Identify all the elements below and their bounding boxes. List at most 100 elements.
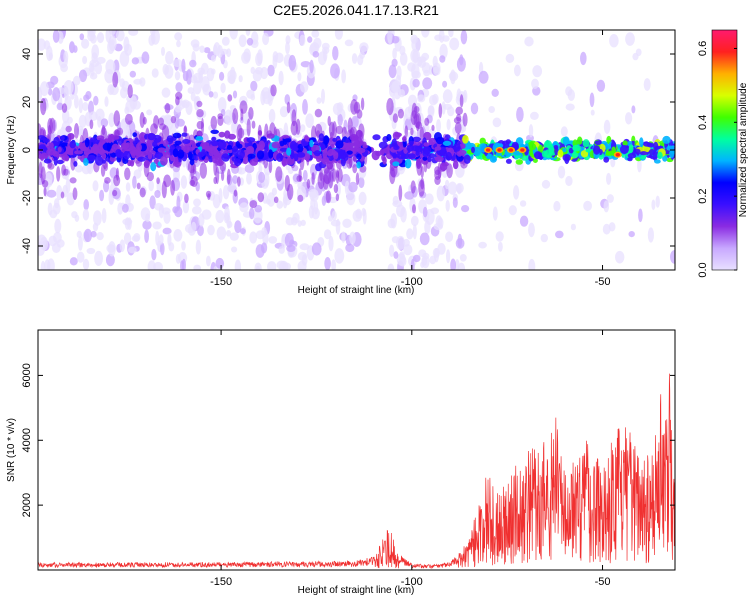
spectrogram-x-ticks: -150 -100 -50: [210, 30, 610, 288]
colorbar-tick-label: 0.6: [697, 41, 709, 56]
spectrogram-blob: [113, 174, 121, 187]
spectrogram-blob: [193, 154, 199, 161]
spectrogram-blob: [189, 179, 196, 186]
spectrogram-blob: [203, 47, 211, 54]
spectrogram-blob: [60, 136, 65, 141]
spectrogram-blob: [436, 185, 445, 202]
spectrogram-blob: [250, 93, 256, 101]
spectrogram-blob: [46, 189, 57, 198]
spectrogram-blob: [421, 30, 430, 38]
spectrogram-blob: [603, 119, 611, 134]
spectrogram-blob: [231, 246, 238, 253]
colorbar-tick-label: 0.2: [697, 189, 709, 204]
spectrogram-blob: [217, 139, 227, 150]
spectrogram-blob: [324, 257, 331, 270]
spectrogram-blob: [52, 151, 60, 157]
spectrogram-blob: [410, 258, 415, 270]
spectrogram-blob: [154, 151, 163, 160]
spectrogram-blob: [441, 101, 446, 115]
spectrogram-blob: [232, 90, 238, 99]
spectrogram-blob: [181, 58, 186, 73]
spectrogram-blob: [335, 125, 344, 135]
spectrogram-blob: [657, 151, 663, 160]
spectrogram-blob: [176, 40, 181, 48]
spectrogram-blob: [181, 99, 190, 109]
spectrogram-blob: [332, 46, 339, 61]
spectrogram-blob: [412, 136, 421, 142]
spectrogram-blob: [386, 98, 394, 116]
spectrogram-blob: [215, 257, 225, 269]
spectrogram-blob: [332, 137, 338, 142]
spectrogram-blob: [456, 113, 462, 122]
spectrogram-blob: [231, 156, 237, 162]
spectrogram-blob: [90, 230, 97, 238]
spectrogram-blob: [157, 147, 166, 153]
spectrogram-blob: [115, 149, 122, 157]
spectrogram-blob: [67, 116, 73, 124]
spectrogram-blob: [197, 225, 204, 237]
spectrogram-blob: [104, 96, 109, 107]
spectrogram-blob: [142, 220, 152, 230]
spectrogram-blob: [346, 191, 356, 206]
spectrogram-blob: [288, 54, 297, 71]
spectrogram-blob: [643, 78, 651, 91]
spectrogram-blob: [439, 43, 448, 60]
spectrogram-blob: [196, 130, 203, 138]
spectrogram-blob: [229, 232, 239, 241]
spectrogram-blob: [325, 190, 332, 204]
spectrogram-blob: [287, 183, 294, 200]
spectrogram-blob: [651, 199, 656, 211]
spectrogram-blob: [541, 179, 551, 189]
spectrogram-blob: [488, 106, 496, 113]
spectrogram-blob: [170, 115, 177, 124]
spectrogram-blob: [102, 142, 112, 151]
spectrogram-blob: [669, 150, 675, 159]
spectrogram-panel: -150 -100 -50 -40 -20 0 20 40 Height of straig…: [6, 29, 676, 296]
spectrogram-blob: [323, 135, 330, 145]
spectrogram-blob: [173, 229, 183, 242]
spectrogram-blob: [208, 91, 214, 98]
spectrogram-blob: [83, 94, 90, 102]
spectrogram-blob: [74, 150, 84, 155]
spectrogram-blob: [362, 144, 368, 149]
spectrogram-blob: [438, 103, 443, 119]
spectrogram-blob: [447, 181, 458, 195]
spectrogram-blob: [637, 157, 642, 173]
spectrogram-blob: [261, 242, 268, 254]
spectrogram-blob: [491, 88, 499, 97]
spectrogram-blob: [520, 148, 525, 152]
spectrogram-blob: [137, 156, 146, 162]
spectrogram-blob: [229, 30, 238, 40]
spectrogram-blob: [181, 241, 186, 251]
spectrogram-blob: [589, 92, 595, 108]
spectrogram-blob: [172, 148, 179, 157]
spectrogram-blob: [485, 148, 491, 152]
spectrogram-blob: [529, 143, 537, 151]
spectrogram-blob: [334, 248, 345, 264]
spectrogram-blob: [193, 264, 201, 270]
spectrogram-blob: [60, 191, 65, 199]
spectrogram-blob: [356, 153, 362, 160]
spectrogram-blob: [459, 54, 464, 66]
spectrogram-blob: [87, 154, 97, 162]
spectrogram-blob: [108, 35, 117, 52]
spectrogram-blob: [136, 182, 141, 190]
spectrogram-blob: [139, 77, 146, 87]
spectrogram-blob: [164, 64, 174, 79]
spectrogram-blob: [257, 192, 265, 203]
spectrogram-blob: [47, 118, 53, 135]
spectrogram-blob: [446, 249, 451, 264]
spectrogram-blob: [422, 147, 430, 158]
spectrogram-blob: [568, 147, 574, 154]
spectrogram-blob: [105, 253, 115, 267]
spectrogram-blob: [175, 91, 183, 100]
spectrogram-blob: [43, 187, 47, 197]
spectrogram-blob: [93, 95, 99, 106]
spectrogram-blob: [279, 140, 285, 147]
spectrogram-blob: [387, 263, 395, 270]
spectrogram-blob: [267, 64, 275, 77]
spectrogram-blob: [445, 199, 450, 212]
spectrogram-blob: [48, 235, 57, 247]
spectrogram-blob: [342, 218, 352, 228]
spectrogram-blob: [666, 145, 675, 151]
